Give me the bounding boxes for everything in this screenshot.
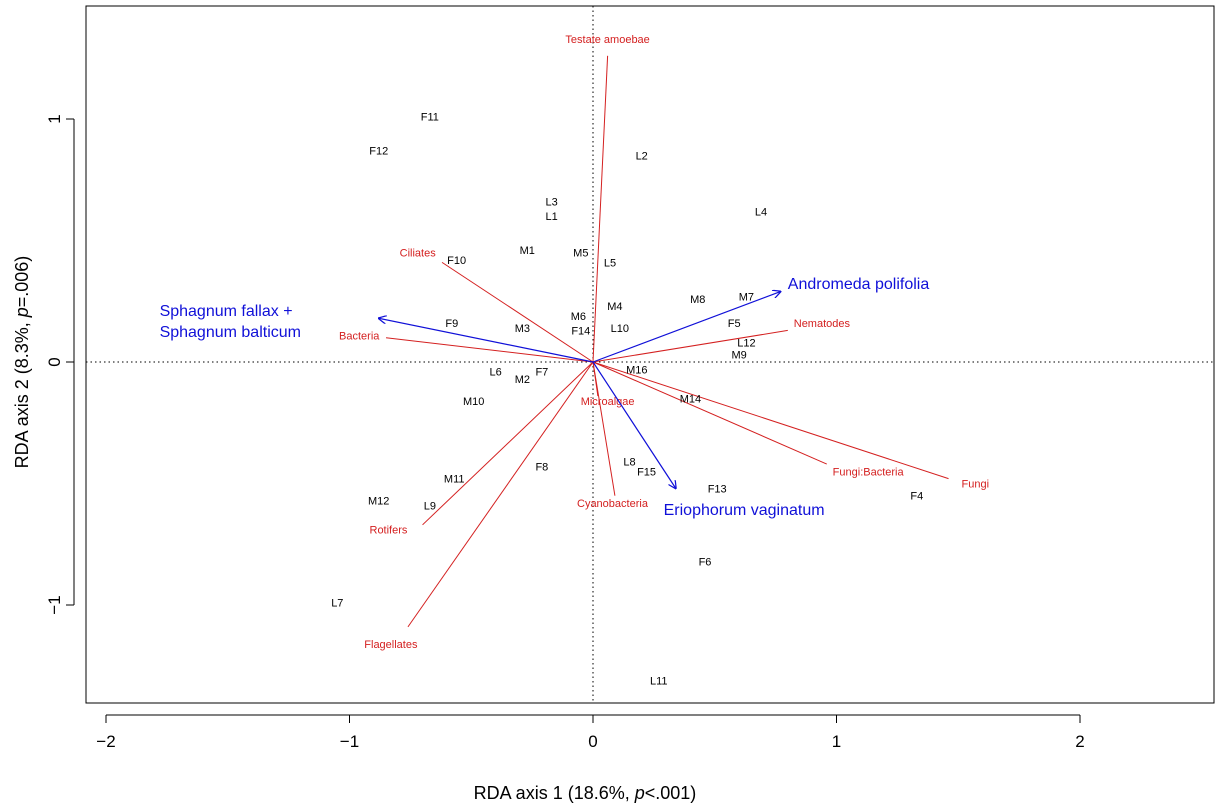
vector-label-cyanobacteria: Cyanobacteria xyxy=(577,498,649,510)
site-point: M3 xyxy=(515,323,530,335)
site-point: M4 xyxy=(607,301,622,313)
site-point: F4 xyxy=(910,491,923,503)
site-point: F12 xyxy=(369,146,388,158)
site-point: M7 xyxy=(739,291,754,303)
y-axis: −1 0 1 xyxy=(45,114,75,615)
vector-label-fungi-bacteria: Fungi:Bacteria xyxy=(833,466,905,478)
site-point: M12 xyxy=(368,496,389,508)
y-tick-label: 1 xyxy=(45,114,64,123)
site-point: F5 xyxy=(728,318,741,330)
vector-label-bacteria: Bacteria xyxy=(339,330,380,342)
vector-label-microalgae: Microalgae xyxy=(581,396,635,408)
x-tick-label: −2 xyxy=(96,732,115,751)
vector-nematodes xyxy=(592,329,788,363)
env-arrow-sphagnum-fallax-sphagnum-balticum xyxy=(379,318,594,363)
site-point: L4 xyxy=(755,206,767,218)
site-point: F10 xyxy=(447,255,466,267)
x-tick-label: 2 xyxy=(1075,732,1084,751)
vector-label-flagellates: Flagellates xyxy=(364,639,418,651)
site-point: M9 xyxy=(731,350,746,362)
x-tick-label: 1 xyxy=(832,732,841,751)
x-tick-label: 0 xyxy=(588,732,597,751)
site-point: L8 xyxy=(623,457,635,469)
site-point: M5 xyxy=(573,248,588,260)
vector-rotifers xyxy=(422,361,594,526)
plot-frame xyxy=(85,5,1215,704)
site-point: F8 xyxy=(535,461,548,473)
site-point: F6 xyxy=(699,556,712,568)
site-point: L6 xyxy=(489,367,501,379)
vector-label-nematodes: Nematodes xyxy=(794,318,851,330)
site-point: L12 xyxy=(737,338,755,350)
site-point: L3 xyxy=(545,197,557,209)
site-point: M11 xyxy=(444,474,465,486)
vector-testate-amoebae xyxy=(592,55,609,363)
site-point: M6 xyxy=(571,311,586,323)
site-point: F15 xyxy=(637,466,656,478)
x-axis: −2 −1 0 1 2 xyxy=(96,714,1085,751)
y-tick-label: −1 xyxy=(45,595,64,614)
env-label-sphagnum-fallax-sphagnum-balticum: Sphagnum fallax + xyxy=(160,303,293,320)
x-axis-title: RDA axis 1 (18.6%, p<.001) xyxy=(474,783,697,803)
env-label-andromeda-polifolia: Andromeda polifolia xyxy=(788,276,930,293)
site-point: F7 xyxy=(535,367,548,379)
site-point: F13 xyxy=(708,483,727,495)
site-point: L2 xyxy=(636,150,648,162)
site-point: L9 xyxy=(424,500,436,512)
env-arrow-andromeda-polifolia xyxy=(592,292,780,363)
vector-label-testate-amoebae: Testate amoebae xyxy=(565,34,649,46)
site-point: L7 xyxy=(331,598,343,610)
site-point: F11 xyxy=(421,112,439,124)
site-point: M2 xyxy=(515,374,530,386)
vector-bacteria xyxy=(385,337,594,363)
site-point: M10 xyxy=(463,396,484,408)
site-point: L11 xyxy=(650,675,668,687)
site-point: F9 xyxy=(445,318,458,330)
vector-ciliates xyxy=(441,261,594,363)
y-tick-label: 0 xyxy=(45,357,64,366)
site-labels: F11 F12 L2 L3 L1 L4 M1 M5 F10 L5 M8 M7 M4 M6 F9 M3 F14 L1… xyxy=(331,112,923,688)
vector-label-ciliates: Ciliates xyxy=(400,248,437,260)
site-point: F14 xyxy=(571,325,590,337)
vector-label-fungi: Fungi xyxy=(962,479,990,491)
site-point: L5 xyxy=(604,257,616,269)
site-point: M14 xyxy=(680,393,701,405)
zero-reference-lines xyxy=(86,6,1214,703)
site-point: L1 xyxy=(545,211,557,223)
environment-vectors: Sphagnum fallax + Sphagnum balticum Androm… xyxy=(160,276,930,519)
vector-cyanobacteria xyxy=(592,361,616,496)
vector-label-rotifers: Rotifers xyxy=(370,525,408,537)
env-label-sphagnum-fallax-sphagnum-balticum: Sphagnum balticum xyxy=(160,324,301,341)
vector-fungi xyxy=(592,361,949,480)
env-label-eriophorum-vaginatum: Eriophorum vaginatum xyxy=(664,502,825,519)
x-tick-label: −1 xyxy=(340,732,359,751)
site-point: M1 xyxy=(520,245,535,257)
site-point: M8 xyxy=(690,294,705,306)
response-vectors: Testate amoebae Ciliates Bacteria Nematodes… xyxy=(339,34,989,651)
vector-fungi-bacteria xyxy=(592,361,827,465)
site-point: L10 xyxy=(611,323,629,335)
site-point: M16 xyxy=(626,364,647,376)
env-arrow-eriophorum-vaginatum xyxy=(592,361,676,488)
y-axis-title: RDA axis 2 (8.3%, p=.006) xyxy=(12,256,32,469)
vector-flagellates xyxy=(407,361,594,628)
